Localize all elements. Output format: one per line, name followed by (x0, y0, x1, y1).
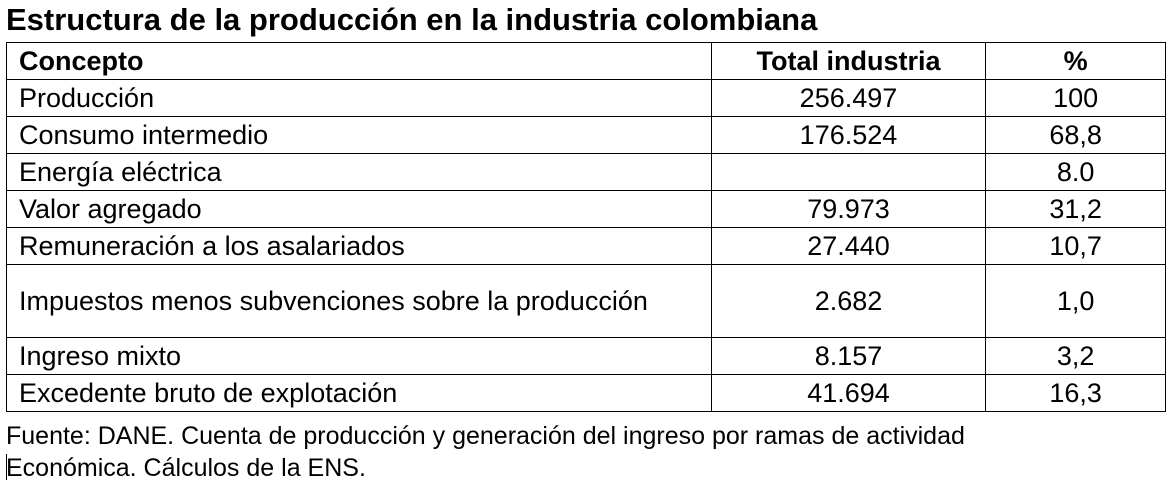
header-row: Concepto Total industria % (6, 42, 1166, 80)
row-percent: 68,8 (985, 116, 1166, 154)
row-concept: Excedente bruto de explotación (6, 374, 712, 412)
row-concept: Remuneración a los asalariados (6, 227, 712, 265)
row-percent: 10,7 (985, 227, 1166, 265)
source-note: Fuente: DANE. Cuenta de producción y gen… (6, 420, 1166, 484)
row-concept: Ingreso mixto (6, 337, 712, 375)
row-concept: Impuestos menos subvenciones sobre la pr… (6, 264, 712, 338)
production-structure-table: Concepto Total industria % Producción 25… (6, 42, 1166, 412)
source-line-1: Fuente: DANE. Cuenta de producción y gen… (6, 422, 965, 450)
source-line-2-wrap: Económica. Cálculos de la ENS. (6, 452, 1166, 484)
row-percent: 100 (985, 79, 1166, 117)
row-concept: Producción (6, 79, 712, 117)
table-title: Estructura de la producción en la indust… (6, 2, 818, 37)
table-row: Excedente bruto de explotación 41.694 16… (6, 374, 1166, 412)
row-total: 27.440 (710, 227, 987, 265)
row-total: 2.682 (710, 264, 987, 338)
table-row: Producción 256.497 100 (6, 79, 1166, 117)
row-total: 176.524 (710, 116, 987, 154)
table-row: Consumo intermedio 176.524 68,8 (6, 116, 1166, 154)
row-total: 8.157 (710, 337, 987, 375)
row-concept: Consumo intermedio (6, 116, 712, 154)
table-row: Remuneración a los asalariados 27.440 10… (6, 227, 1166, 265)
row-total (710, 153, 987, 191)
row-concept: Valor agregado (6, 190, 712, 228)
row-total: 256.497 (710, 79, 987, 117)
header-concept: Concepto (6, 42, 712, 80)
header-total-industry: Total industria (710, 42, 987, 80)
source-line-2: Económica. Cálculos de la ENS. (6, 454, 366, 482)
table-row: Energía eléctrica 8.0 (6, 153, 1166, 191)
row-percent: 8.0 (985, 153, 1166, 191)
table-row: Ingreso mixto 8.157 3,2 (6, 337, 1166, 375)
row-concept: Energía eléctrica (6, 153, 712, 191)
row-total: 79.973 (710, 190, 987, 228)
row-percent: 1,0 (985, 264, 1166, 338)
row-percent: 31,2 (985, 190, 1166, 228)
row-percent: 3,2 (985, 337, 1166, 375)
header-percent: % (985, 42, 1166, 80)
table-row: Valor agregado 79.973 31,2 (6, 190, 1166, 228)
row-total: 41.694 (710, 374, 987, 412)
text-cursor (6, 454, 7, 480)
row-percent: 16,3 (985, 374, 1166, 412)
table-row: Impuestos menos subvenciones sobre la pr… (6, 264, 1166, 338)
